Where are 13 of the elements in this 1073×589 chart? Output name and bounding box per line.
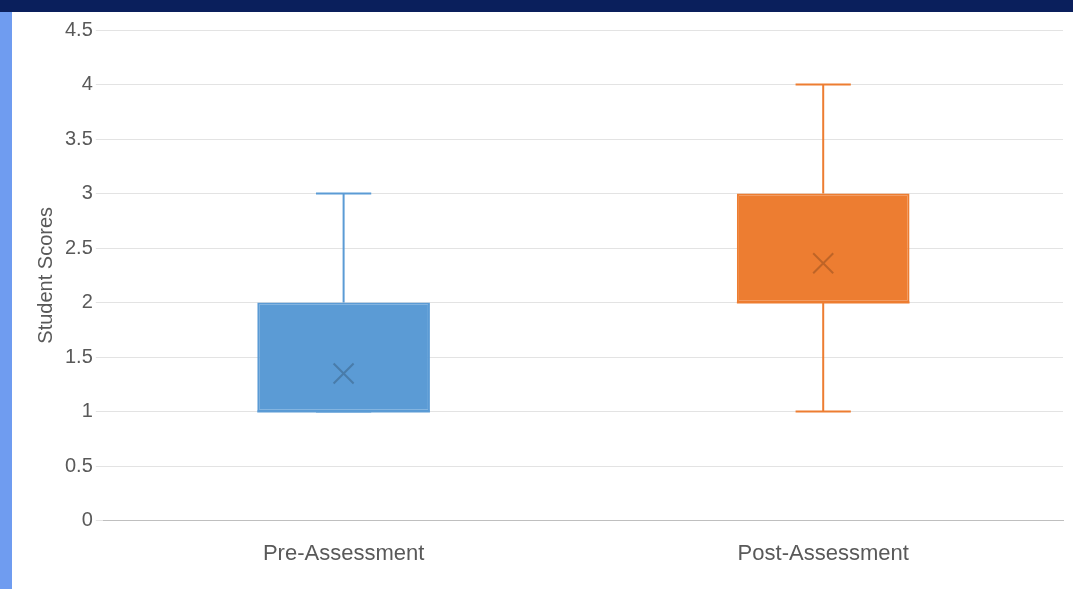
y-tick-label: 1 — [81, 399, 93, 422]
y-tick-label: 4.5 — [64, 17, 93, 40]
y-tick-label: 3 — [81, 181, 93, 204]
y-tick-label: 2.5 — [64, 235, 93, 258]
y-tick-label: 2 — [81, 290, 93, 313]
x-tick-label: Pre-Assessment — [262, 539, 425, 565]
x-tick-label: Post-Assessment — [737, 539, 909, 565]
y-tick-label: 0 — [81, 508, 93, 531]
y-axis-title: Student Scores — [33, 206, 56, 344]
y-tick-label: 3.5 — [64, 126, 93, 149]
y-tick-label: 1.5 — [64, 344, 93, 367]
y-tick-label: 0.5 — [64, 453, 93, 476]
y-tick-label: 4 — [81, 72, 93, 95]
